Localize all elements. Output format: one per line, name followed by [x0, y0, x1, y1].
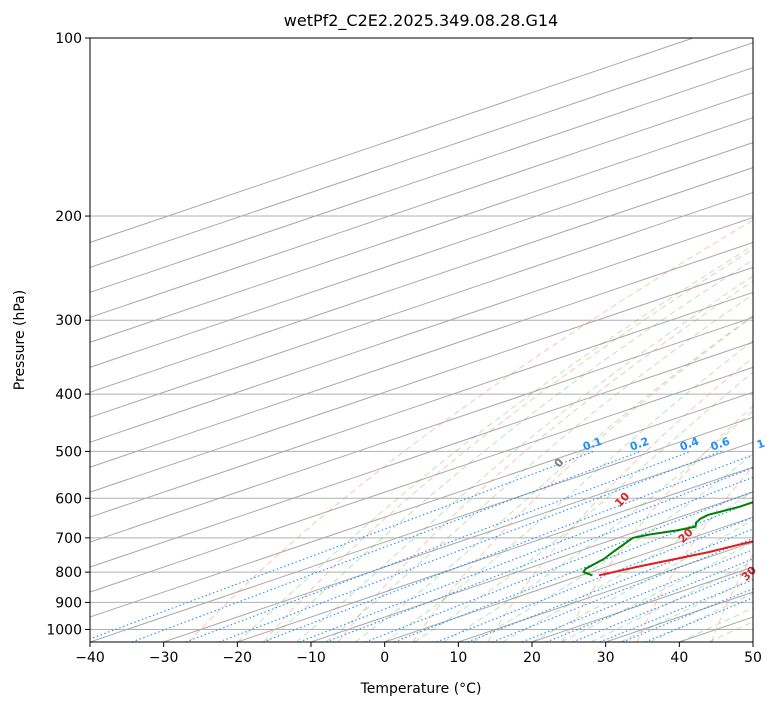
mixing-ratio-line — [436, 516, 753, 642]
isotherm-line — [90, 416, 753, 642]
x-axis-title: Temperature (°C) — [360, 681, 482, 697]
mixing-ratio-line — [298, 467, 753, 642]
x-tick-label: −40 — [75, 650, 105, 666]
x-tick-label: 0 — [380, 650, 389, 666]
isotherm-line — [90, 341, 753, 568]
moist-adiabat — [620, 577, 753, 642]
y-tick-label: 800 — [55, 565, 82, 581]
background-lines — [90, 38, 753, 642]
isotherm-line — [384, 516, 753, 642]
isotherm-line — [90, 366, 753, 593]
isotherm-line — [310, 491, 753, 642]
moist-adiabat — [354, 314, 753, 642]
chart-title: wetPf2_C2E2.2025.349.08.28.G14 — [284, 11, 558, 31]
isotherm-line — [237, 466, 753, 642]
y-tick-label: 200 — [55, 209, 82, 225]
moist-adiabat — [325, 293, 753, 642]
isotherm-line — [90, 266, 753, 493]
isotherm-line — [90, 38, 694, 243]
mixing-ratio-line — [185, 450, 691, 642]
y-axis-ticks: 100 200 300 400 500 600 700 800 900 1000 — [46, 31, 90, 638]
x-tick-label: 20 — [523, 650, 541, 666]
x-tick-label: −10 — [296, 650, 326, 666]
isotherm-line — [90, 241, 753, 468]
isotherm-line — [90, 117, 753, 343]
moist-adiabat — [531, 519, 753, 642]
mixing-ratio-label: 0.4 — [678, 435, 701, 454]
x-tick-label: −30 — [149, 650, 179, 666]
mixing-ratio-label: 1 — [755, 437, 767, 452]
isotherm-line — [90, 316, 753, 543]
x-tick-label: 50 — [744, 650, 762, 666]
mixing-ratio-line — [262, 454, 753, 642]
isotherm-line — [90, 42, 753, 268]
isotherm-line — [90, 142, 753, 368]
x-tick-label: 10 — [449, 650, 467, 666]
isotherm-line — [90, 216, 753, 443]
moist-adiabat — [590, 560, 753, 642]
mixing-ratio-label: 0.2 — [628, 435, 651, 454]
moist-adiabat — [413, 371, 753, 642]
y-tick-label: 300 — [55, 313, 82, 329]
moist-adiabat — [502, 490, 753, 642]
x-axis-ticks: −40 −30 −20 −10 0 10 20 30 40 50 — [75, 642, 762, 666]
moist-adiabat — [443, 410, 753, 642]
dry-adiabat — [263, 248, 753, 642]
y-axis-title: Pressure (hPa) — [12, 290, 28, 390]
mixing-ratio-line — [365, 490, 753, 642]
profile-lines — [582, 501, 753, 577]
mixing-ratio-label: 0.6 — [709, 435, 732, 454]
y-tick-label: 1000 — [46, 622, 82, 638]
moist-adiabat — [236, 245, 753, 642]
mixing-ratio-line — [393, 501, 753, 642]
moist-adiabat — [472, 453, 753, 642]
isotherm-line — [90, 67, 753, 293]
dry-adiabat — [487, 356, 753, 642]
moist-adiabat — [384, 340, 753, 642]
y-tick-label: 900 — [55, 595, 82, 611]
x-tick-label: −20 — [223, 650, 253, 666]
mixing-ratio-line — [325, 476, 753, 642]
x-tick-label: 30 — [597, 650, 615, 666]
y-tick-label: 100 — [55, 31, 82, 47]
dewpoint-profile — [582, 501, 753, 577]
mixing-ratio-label: 0.1 — [581, 435, 604, 454]
dry-adiabat — [412, 316, 753, 642]
y-tick-label: 700 — [55, 531, 82, 547]
moist-adiabat — [266, 259, 753, 642]
plot-frame — [89, 37, 754, 643]
isotherm-line — [163, 441, 753, 642]
isotherm-line — [90, 92, 753, 318]
y-tick-label: 400 — [55, 387, 82, 403]
dry-adiabat — [337, 280, 753, 642]
isotherm-line — [90, 167, 753, 393]
isotherm-line — [90, 391, 753, 618]
mixing-ratio-line — [546, 558, 753, 642]
y-tick-label: 600 — [55, 491, 82, 507]
moist-adiabat — [649, 592, 753, 642]
isotherm-line — [90, 191, 753, 418]
moist-adiabat — [295, 275, 753, 642]
x-tick-label: 40 — [670, 650, 688, 666]
y-tick-label: 500 — [55, 444, 82, 460]
isotherm-line — [90, 291, 753, 518]
